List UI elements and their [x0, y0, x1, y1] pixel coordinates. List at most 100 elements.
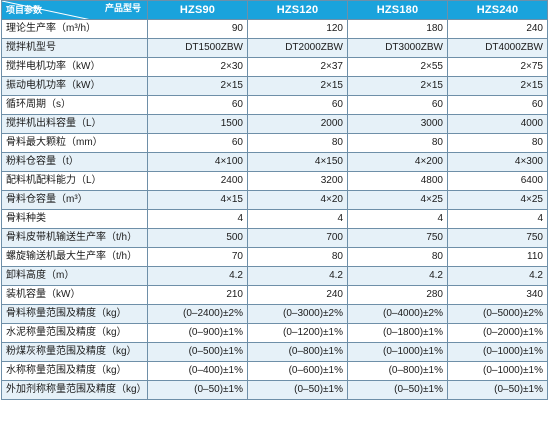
table-cell: 60 [147, 95, 248, 115]
header-row: 产品型号 项目参数 HZS90 HZS120 HZS180 HZS240 [1, 0, 548, 20]
row-label: 循环周期（s） [1, 95, 148, 115]
table-cell: 180 [347, 19, 448, 39]
row-label: 水称称量范围及精度（kg） [1, 361, 148, 381]
spec-table-body: 理论生产率（m³/h） 90 120 180 240 搅拌机型号 DT1500ZBW DT20… [1, 19, 548, 400]
table-cell: (0–5000)±2% [447, 304, 548, 324]
table-cell: (0–2400)±2% [147, 304, 248, 324]
table-cell: (0–500)±1% [147, 342, 248, 362]
table-cell: 4×150 [247, 152, 348, 172]
table-cell: 340 [447, 285, 548, 305]
table-cell: 3200 [247, 171, 348, 191]
table-cell: (0–1000)±1% [447, 361, 548, 381]
table-cell: (0–50)±1% [247, 380, 348, 400]
row-label: 骨料称量范围及精度（kg） [1, 304, 148, 324]
table-cell: 70 [147, 247, 248, 267]
table-cell: 4 [147, 209, 248, 229]
table-cell: 700 [247, 228, 348, 248]
row-label: 搅拌机出料容量（L） [1, 114, 148, 134]
table-cell: (0–4000)±2% [347, 304, 448, 324]
table-cell: 4 [347, 209, 448, 229]
row-label: 粉料仓容量（t） [1, 152, 148, 172]
table-cell: DT2000ZBW [247, 38, 348, 58]
table-cell: 240 [247, 285, 348, 305]
table-cell: 240 [447, 19, 548, 39]
table-row: 搅拌机出料容量（L） 1500 2000 3000 4000 [1, 114, 548, 134]
table-cell: 4×200 [347, 152, 448, 172]
row-label: 理论生产率（m³/h） [1, 19, 148, 39]
table-cell: (0–2000)±1% [447, 323, 548, 343]
table-cell: 90 [147, 19, 248, 39]
table-cell: 750 [447, 228, 548, 248]
table-cell: 750 [347, 228, 448, 248]
table-cell: 4800 [347, 171, 448, 191]
diagonal-divider [2, 1, 87, 19]
table-row: 骨料皮带机输送生产率（t/h） 500 700 750 750 [1, 228, 548, 248]
table-cell: 110 [447, 247, 548, 267]
table-cell: 4×100 [147, 152, 248, 172]
row-label: 振动电机功率（kW） [1, 76, 148, 96]
table-cell: DT3000ZBW [347, 38, 448, 58]
table-row: 振动电机功率（kW） 2×15 2×15 2×15 2×15 [1, 76, 548, 96]
table-cell: (0–800)±1% [347, 361, 448, 381]
row-label: 粉煤灰称量范围及精度（kg） [1, 342, 148, 362]
table-cell: DT1500ZBW [147, 38, 248, 58]
table-cell: 1500 [147, 114, 248, 134]
table-row: 理论生产率（m³/h） 90 120 180 240 [1, 19, 548, 39]
table-row: 卸料高度（m） 4.2 4.2 4.2 4.2 [1, 266, 548, 286]
table-cell: 60 [147, 133, 248, 153]
table-cell: 4.2 [247, 266, 348, 286]
table-cell: 80 [347, 133, 448, 153]
row-label: 水泥称量范围及精度（kg） [1, 323, 148, 343]
table-cell: 2×15 [347, 76, 448, 96]
row-label: 装机容量（kW） [1, 285, 148, 305]
table-cell: 80 [347, 247, 448, 267]
table-row: 骨料种类 4 4 4 4 [1, 209, 548, 229]
table-row: 粉料仓容量（t） 4×100 4×150 4×200 4×300 [1, 152, 548, 172]
model-header-hzs240: HZS240 [447, 0, 548, 20]
table-row: 配料机配料能力（L） 2400 3200 4800 6400 [1, 171, 548, 191]
table-cell: DT4000ZBW [447, 38, 548, 58]
table-row: 搅拌电机功率（kW） 2×30 2×37 2×55 2×75 [1, 57, 548, 77]
table-cell: (0–1800)±1% [347, 323, 448, 343]
table-cell: 80 [447, 133, 548, 153]
model-header-hzs120: HZS120 [247, 0, 348, 20]
row-label: 骨料皮带机输送生产率（t/h） [1, 228, 148, 248]
table-cell: (0–400)±1% [147, 361, 248, 381]
table-cell: 2000 [247, 114, 348, 134]
table-cell: 4.2 [347, 266, 448, 286]
table-cell: 2×75 [447, 57, 548, 77]
corner-bottom-label: 项目参数 [6, 5, 43, 15]
table-cell: 210 [147, 285, 248, 305]
table-cell: 60 [247, 95, 348, 115]
model-header-hzs90: HZS90 [147, 0, 248, 20]
table-cell: 4 [447, 209, 548, 229]
table-row: 循环周期（s） 60 60 60 60 [1, 95, 548, 115]
row-label: 搅拌机型号 [1, 38, 148, 58]
row-label: 搅拌电机功率（kW） [1, 57, 148, 77]
table-cell: 2×15 [247, 76, 348, 96]
table-cell: 280 [347, 285, 448, 305]
table-cell: 2×55 [347, 57, 448, 77]
table-cell: 2×30 [147, 57, 248, 77]
table-cell: 80 [247, 133, 348, 153]
row-label: 骨料最大颗粒（mm） [1, 133, 148, 153]
table-cell: (0–900)±1% [147, 323, 248, 343]
table-cell: (0–3000)±2% [247, 304, 348, 324]
spec-table: 产品型号 项目参数 HZS90 HZS120 HZS180 HZS240 理论生… [1, 0, 548, 400]
table-cell: 120 [247, 19, 348, 39]
table-cell: (0–50)±1% [147, 380, 248, 400]
row-label: 螺旋输送机最大生产率（t/h） [1, 247, 148, 267]
table-cell: 2×15 [447, 76, 548, 96]
table-row: 骨料称量范围及精度（kg） (0–2400)±2% (0–3000)±2% (0–40… [1, 304, 548, 324]
table-cell: 4×300 [447, 152, 548, 172]
table-row: 搅拌机型号 DT1500ZBW DT2000ZBW DT3000ZBW DT4000ZB… [1, 38, 548, 58]
table-cell: (0–1000)±1% [347, 342, 448, 362]
row-label: 骨料种类 [1, 209, 148, 229]
table-row: 外加剂称称量范围及精度（kg） (0–50)±1% (0–50)±1% (0–50)±… [1, 380, 548, 400]
model-header-hzs180: HZS180 [347, 0, 448, 20]
table-row: 粉煤灰称量范围及精度（kg） (0–500)±1% (0–800)±1% (0–100… [1, 342, 548, 362]
table-cell: 4.2 [447, 266, 548, 286]
corner-top-label: 产品型号 [104, 3, 141, 13]
table-cell: 2400 [147, 171, 248, 191]
table-row: 水称称量范围及精度（kg） (0–400)±1% (0–600)±1% (0–800)… [1, 361, 548, 381]
